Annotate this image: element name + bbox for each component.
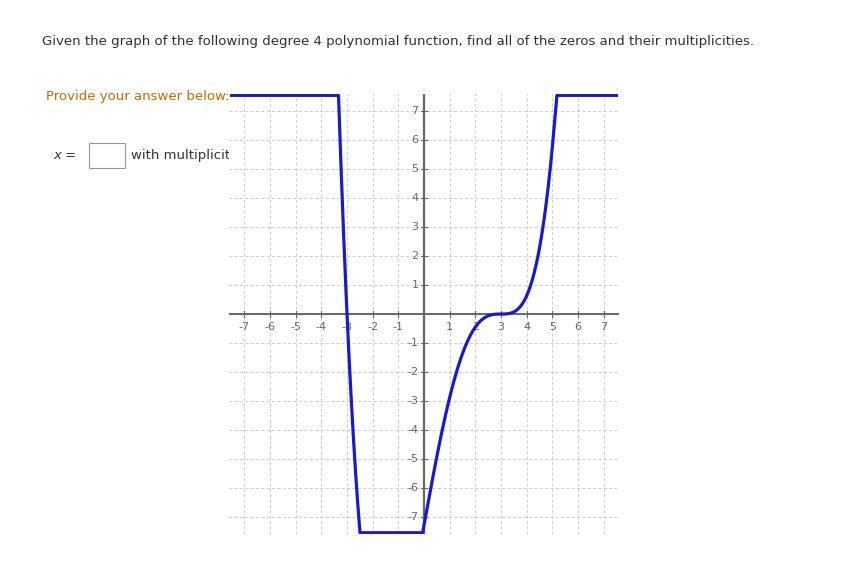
Text: 1: 1 bbox=[411, 280, 418, 290]
Text: -4: -4 bbox=[315, 322, 327, 332]
Text: , and  x =: , and x = bbox=[314, 149, 379, 162]
Text: -7: -7 bbox=[239, 322, 250, 332]
Text: 7: 7 bbox=[411, 106, 418, 116]
Text: 1: 1 bbox=[446, 322, 453, 332]
Text: Given the graph of the following degree 4 polynomial function, find all of the z: Given the graph of the following degree … bbox=[42, 35, 754, 48]
Text: with multiplicity: with multiplicity bbox=[427, 149, 534, 162]
Text: -2: -2 bbox=[407, 367, 418, 377]
Text: 4: 4 bbox=[523, 322, 530, 332]
Text: 5: 5 bbox=[411, 164, 418, 174]
Text: -5: -5 bbox=[290, 322, 301, 332]
Text: 6: 6 bbox=[574, 322, 582, 332]
Text: with multiplicity: with multiplicity bbox=[131, 149, 238, 162]
Text: -2: -2 bbox=[367, 322, 378, 332]
Text: -6: -6 bbox=[265, 322, 276, 332]
FancyBboxPatch shape bbox=[271, 143, 307, 168]
FancyBboxPatch shape bbox=[89, 143, 125, 168]
FancyBboxPatch shape bbox=[385, 143, 421, 168]
Text: 4: 4 bbox=[411, 193, 418, 203]
Text: 3: 3 bbox=[411, 222, 418, 232]
Text: 5: 5 bbox=[549, 322, 555, 332]
Text: 2: 2 bbox=[411, 251, 418, 261]
Text: 6: 6 bbox=[411, 135, 418, 145]
Text: -5: -5 bbox=[407, 454, 418, 464]
Text: -1: -1 bbox=[407, 338, 418, 348]
Text: 7: 7 bbox=[600, 322, 607, 332]
Text: Provide your answer below:: Provide your answer below: bbox=[46, 90, 229, 103]
Text: 3: 3 bbox=[498, 322, 505, 332]
Text: 2: 2 bbox=[471, 322, 479, 332]
Text: -3: -3 bbox=[342, 322, 353, 332]
Text: -6: -6 bbox=[407, 483, 418, 493]
Text: x =: x = bbox=[53, 149, 76, 162]
Text: -4: -4 bbox=[407, 425, 418, 435]
FancyBboxPatch shape bbox=[567, 143, 603, 168]
Text: -7: -7 bbox=[407, 512, 418, 522]
Text: -1: -1 bbox=[393, 322, 404, 332]
Text: -3: -3 bbox=[407, 396, 418, 406]
